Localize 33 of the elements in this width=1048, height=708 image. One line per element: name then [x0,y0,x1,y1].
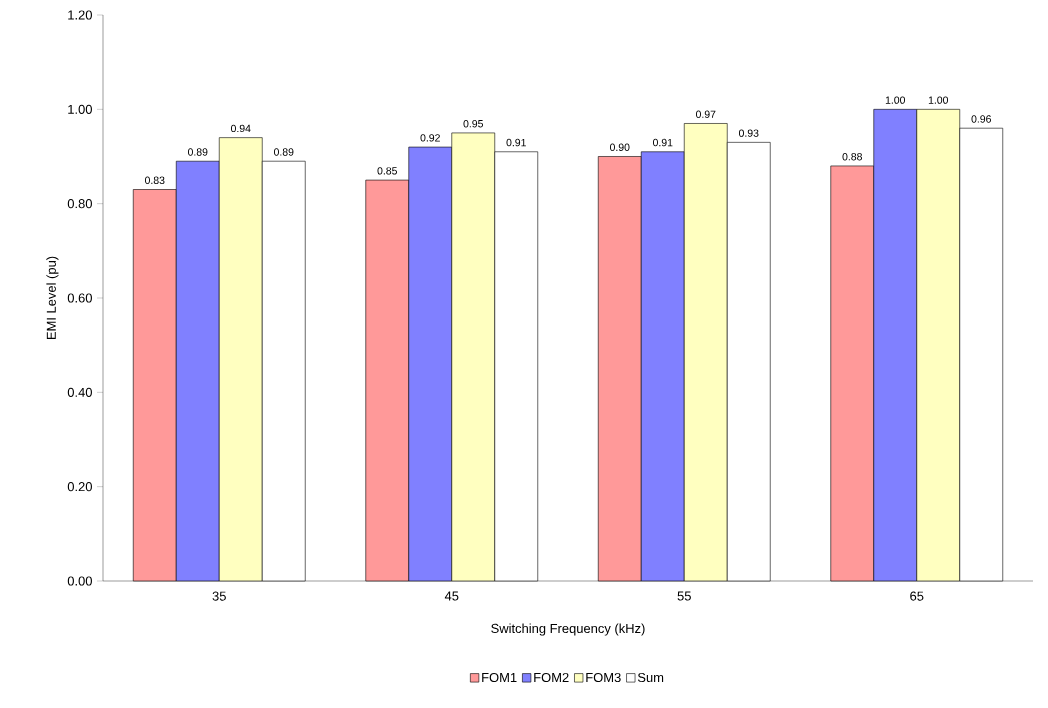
data-label: 0.91 [652,138,673,147]
x-tick-label: 65 [910,591,924,601]
legend-label: FOM2 [534,672,569,683]
data-label: 0.97 [695,110,716,118]
data-label: 0.90 [609,143,630,151]
legend-label: FOM1 [482,672,517,683]
data-label: 0.88 [842,153,862,161]
y-tick-label: 0.80 [67,199,92,209]
y-tick-label: 0.60 [67,293,92,303]
data-label: 0.83 [144,176,165,184]
x-tick-label: 35 [212,591,226,601]
legend-label: Sum [637,672,664,683]
y-tick-label: 1.20 [68,10,92,20]
legend-label: FOM3 [586,672,621,683]
y-axis-title: EMI Level (pu) [46,256,59,340]
data-label: 0.93 [738,129,759,137]
data-label: 0.85 [377,167,397,175]
data-label: 0.95 [463,120,483,128]
x-axis-title: Switching Frequency (kHz) [491,623,645,636]
data-label: 0.91 [506,138,526,147]
data-label: 1.00 [885,96,906,104]
x-tick-label: 45 [444,591,459,601]
data-label: 0.96 [971,115,991,123]
y-tick-label: 0.40 [67,387,92,397]
data-label: 1.00 [928,96,949,104]
data-label: 0.89 [187,148,208,156]
data-label: 0.92 [420,134,440,142]
y-tick-label: 0.20 [67,482,92,492]
x-tick-label: 55 [677,591,691,601]
data-label: 0.89 [273,148,294,156]
y-tick-label: 1.00 [68,104,92,114]
data-label: 0.94 [230,124,251,133]
y-tick-label: 0.00 [67,576,92,586]
